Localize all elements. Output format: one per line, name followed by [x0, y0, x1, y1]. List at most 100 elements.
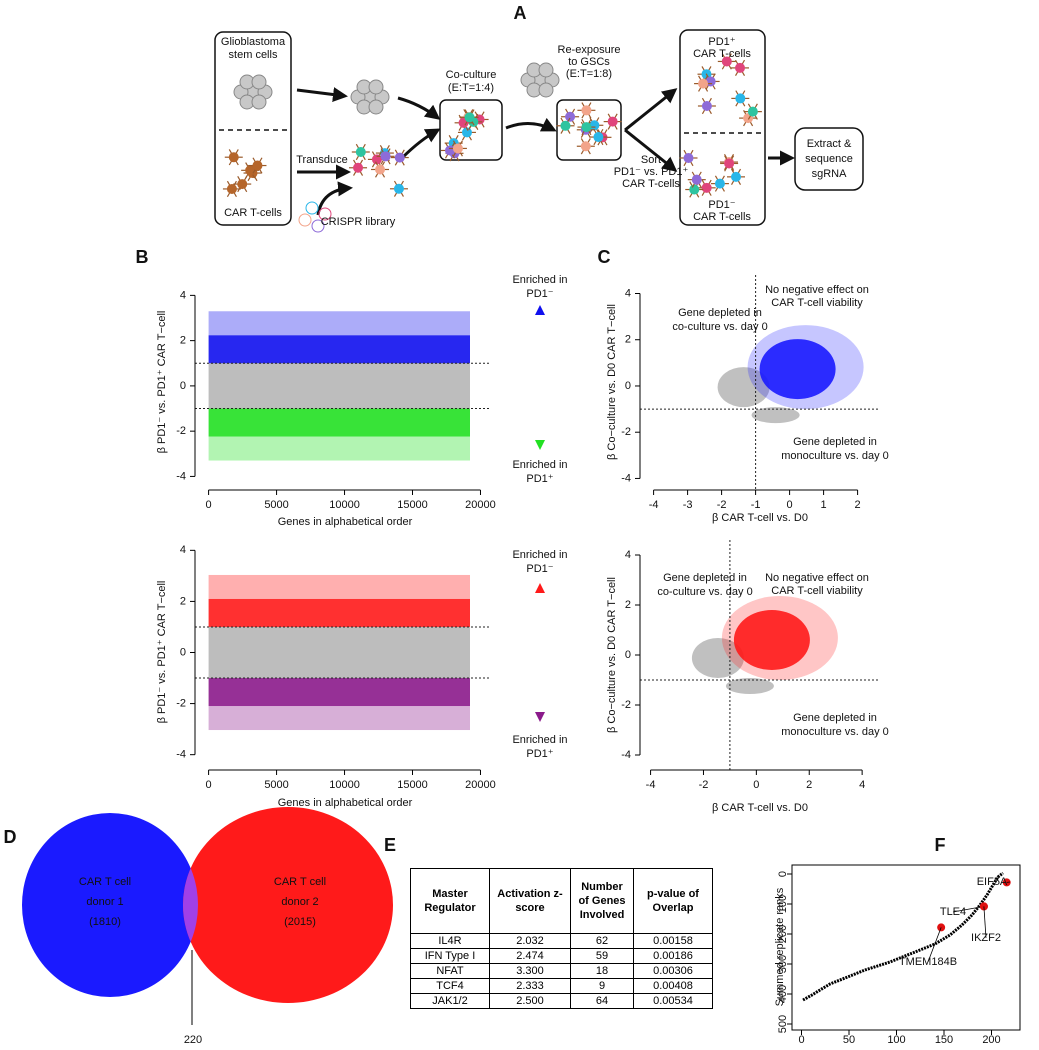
cloud-mid [208, 626, 470, 679]
table-cell: 64 [570, 993, 634, 1009]
cloud-low-sparse [208, 436, 470, 461]
x-tick-label: -1 [751, 499, 761, 511]
table-cell: 0.00534 [633, 993, 713, 1009]
arrow-head [535, 712, 545, 722]
table-cell: 2.500 [489, 993, 571, 1009]
label: PD1⁻ vs. PD1⁺ [614, 166, 689, 178]
y-tick-label: 100 [777, 895, 789, 913]
cell-illustrations [222, 53, 762, 233]
label: PD1⁻ [526, 563, 553, 575]
label: co-culture vs. day 0 [672, 321, 767, 333]
x-tick-label: 0 [798, 1034, 804, 1046]
x-tick-label: 10000 [329, 779, 360, 791]
y-tick-label: 0 [625, 380, 631, 392]
y-tick-label: 4 [625, 549, 631, 561]
cloud-high-sparse [208, 574, 470, 599]
cloud-mid-low [751, 407, 800, 424]
table-cell: IL4R [410, 933, 490, 949]
table-cell: 0.00158 [633, 933, 713, 949]
y-tick-label: 0 [180, 380, 186, 392]
cloud-low [208, 678, 470, 707]
t-cell [353, 162, 364, 173]
x-axis-label: β CAR T-cell vs. D0 [712, 802, 808, 814]
t-cell [565, 111, 576, 122]
gsc-cell [368, 99, 384, 115]
t-cell [691, 174, 702, 185]
label: stem cells [229, 49, 278, 61]
y-tick-label: 2 [180, 335, 186, 347]
y-tick-label: -4 [621, 472, 631, 484]
x-tick-label: 10000 [329, 499, 360, 511]
plasmid [298, 213, 312, 227]
y-tick-label: -4 [176, 749, 186, 761]
cloud-mid [691, 638, 744, 678]
t-cell [714, 178, 725, 189]
overlap-count: 220 [184, 1034, 202, 1046]
cloud-low-sparse [208, 706, 470, 731]
cloud-low [208, 408, 470, 437]
cloud-mid [208, 363, 470, 409]
gsc-cell [368, 79, 384, 95]
point-label: IKZF2 [971, 932, 1001, 944]
label: PD1⁻ [708, 199, 735, 211]
table-row: TCF4 2.333 9 0.00408 [410, 978, 713, 994]
t-cell [375, 164, 386, 175]
x-tick-label: 15000 [397, 779, 428, 791]
y-tick-label: 2 [625, 599, 631, 611]
y-axis-label: β Co−culture vs. D0 CAR T−cell [606, 577, 618, 733]
label: donor 2 [281, 896, 318, 908]
label: CAR T-cell viability [771, 297, 863, 309]
x-tick-label: 0 [753, 779, 759, 791]
cloud-high [759, 339, 836, 400]
cloud-high-sparse [747, 325, 864, 410]
x-tick-label: 50 [843, 1034, 855, 1046]
arrow-head [535, 583, 545, 593]
y-axis-label: β PD1⁻ vs. PD1⁺ CAR T−cell [156, 581, 168, 724]
y-tick-label: -2 [621, 699, 631, 711]
y-tick-label: -2 [176, 425, 186, 437]
label: sequence [805, 153, 853, 165]
plasmid [305, 201, 319, 215]
table-row: JAK1/2 2.500 64 0.00534 [410, 993, 713, 1009]
venn-set [22, 813, 198, 997]
arrow-head [535, 305, 545, 315]
y-tick-label: 4 [625, 287, 631, 299]
panel-f-curve [802, 871, 1004, 1002]
x-axis-label: Genes in alphabetical order [278, 516, 413, 528]
x-tick-label: 2 [855, 499, 861, 511]
x-tick-label: 4 [859, 779, 865, 791]
y-tick-label: 200 [777, 925, 789, 943]
leader-line [927, 927, 942, 963]
y-tick-label: 0 [625, 649, 631, 661]
label: Re-exposure [558, 44, 621, 56]
table-cell: 2.333 [489, 978, 571, 994]
t-cell [721, 56, 732, 67]
cloud-high [208, 598, 470, 627]
y-tick-label: 0 [777, 871, 789, 877]
label: CAR T cell [274, 876, 326, 888]
y-axis-label: β PD1⁻ vs. PD1⁺ CAR T−cell [156, 311, 168, 454]
label: Co-culture [446, 69, 497, 81]
t-cell [252, 160, 263, 171]
label: Gene depleted in [678, 307, 762, 319]
label: (2015) [284, 916, 316, 928]
label: Gene depleted in [793, 436, 877, 448]
label: co-culture vs. day 0 [657, 586, 752, 598]
label: Gene depleted in [663, 572, 747, 584]
x-tick-label: -4 [646, 779, 656, 791]
y-tick-label: 4 [180, 544, 186, 556]
t-cell [724, 158, 735, 169]
label: sgRNA [812, 168, 848, 180]
panel-label: D [4, 827, 17, 847]
t-cell [464, 112, 475, 123]
table-cell: 3.300 [489, 963, 571, 979]
t-cell [581, 122, 592, 133]
y-tick-label: 0 [180, 646, 186, 658]
table-row: IFN Type I 2.474 59 0.00186 [410, 948, 713, 964]
table-header-cell: p-value of Overlap [633, 868, 713, 934]
label: CAR T-cells [693, 211, 751, 223]
t-cell [581, 105, 592, 116]
label: monoculture vs. day 0 [781, 726, 889, 738]
label: PD1⁻ [526, 288, 553, 300]
t-cell [461, 127, 472, 138]
